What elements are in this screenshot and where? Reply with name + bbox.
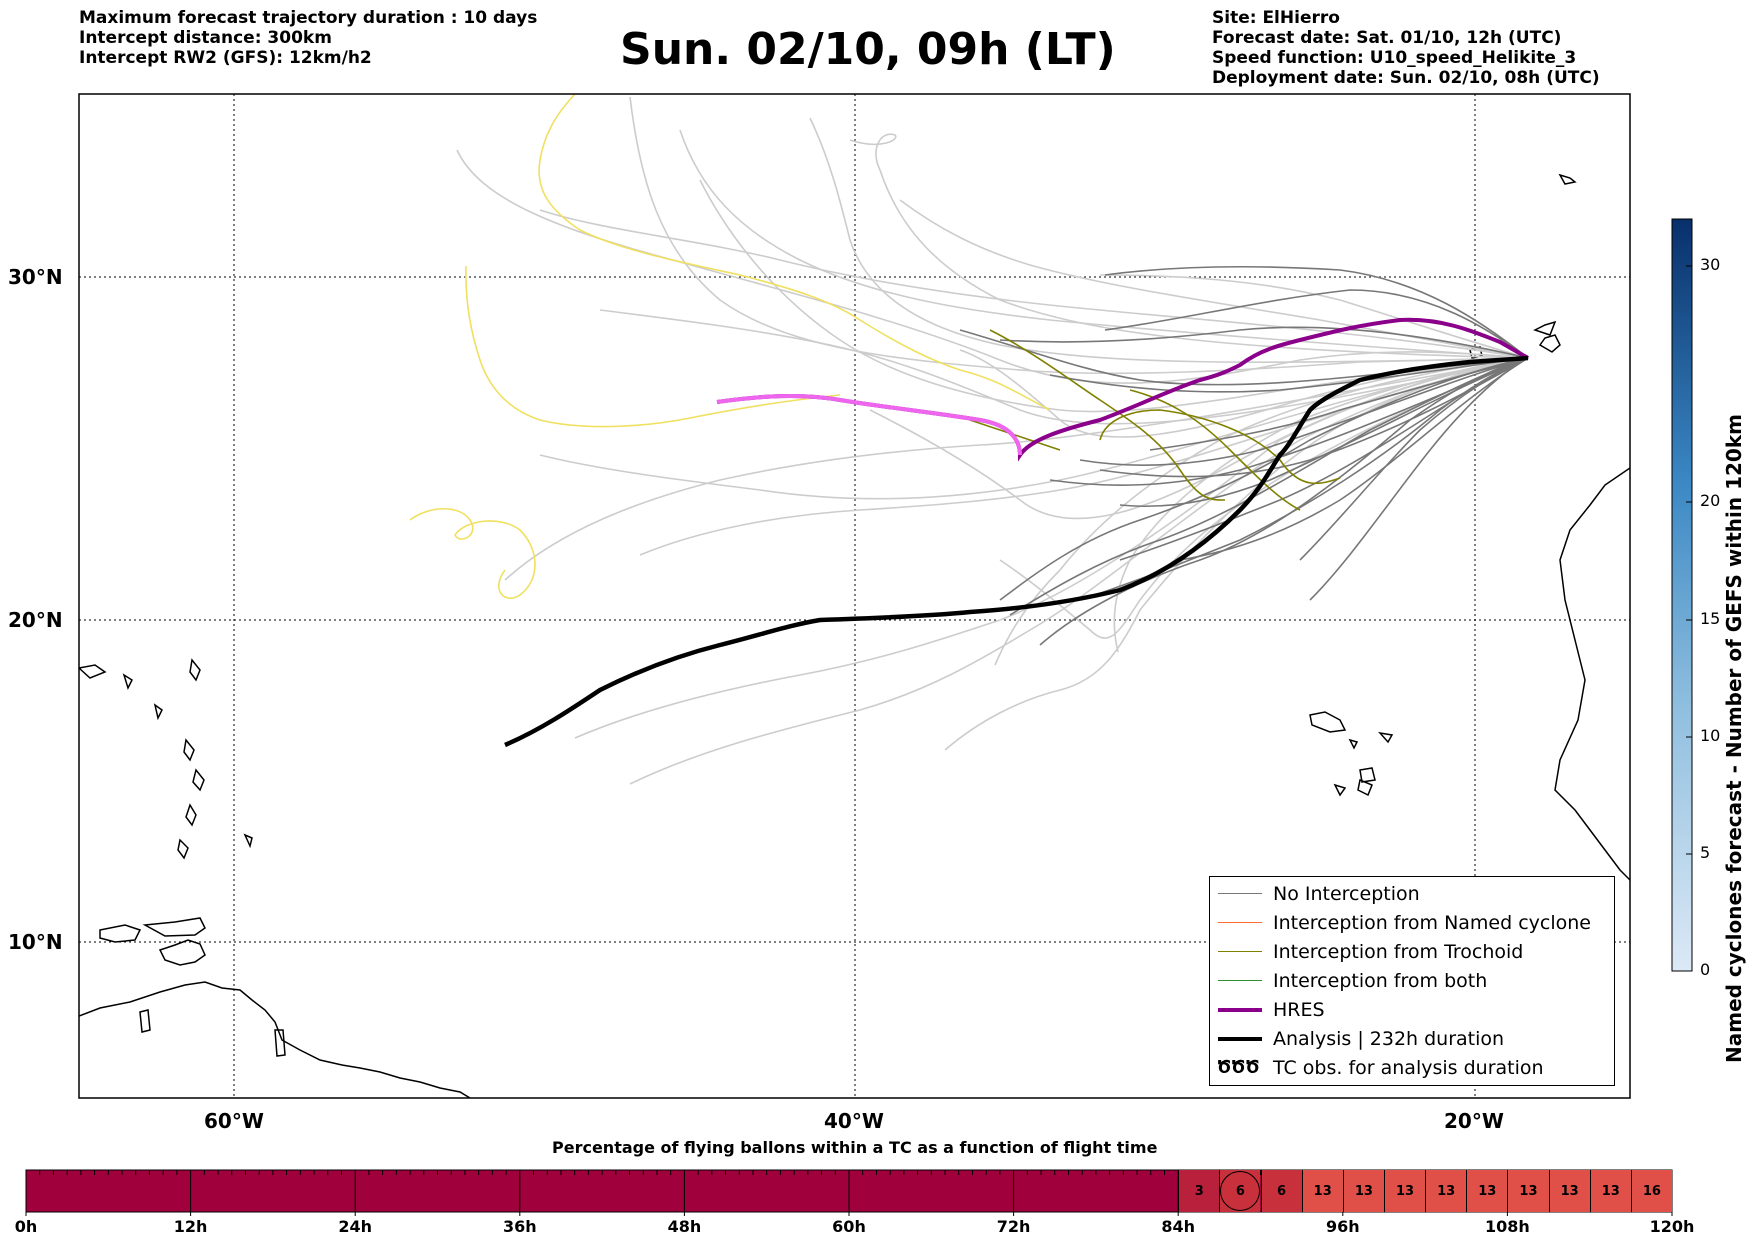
colorbar-ticks bbox=[1686, 265, 1692, 972]
deployment-date-text: Deployment date: Sun. 02/10, 08h (UTC) bbox=[1212, 68, 1600, 88]
timeline-cell: 3 bbox=[1178, 1170, 1220, 1212]
legend-swatch-line bbox=[1218, 1008, 1262, 1012]
legend-item-analysis: Analysis | 232h duration bbox=[1210, 1027, 1614, 1051]
timeline-cell: 13 bbox=[1425, 1170, 1467, 1212]
colorbar-tick-10: 10 bbox=[1700, 726, 1721, 745]
legend-item-named-cyclone: Interception from Named cyclone bbox=[1210, 911, 1614, 935]
timeline-title: Percentage of flying ballons within a TC… bbox=[552, 1138, 1158, 1157]
lon-label-60w: 60°W bbox=[204, 1109, 264, 1133]
timeline-cell: 13 bbox=[1301, 1170, 1343, 1212]
colorbar-gradient bbox=[1671, 218, 1693, 972]
colorbar-tick-20: 20 bbox=[1700, 491, 1721, 510]
analysis-track bbox=[504, 355, 1529, 748]
forecast-date-text: Forecast date: Sat. 01/10, 12h (UTC) bbox=[1212, 28, 1562, 48]
timeline-cell: 13 bbox=[1466, 1170, 1508, 1212]
site-text: Site: ElHierro bbox=[1212, 8, 1340, 28]
page-title: Sun. 02/10, 09h (LT) bbox=[620, 24, 1116, 75]
lon-label-20w: 20°W bbox=[1444, 1109, 1504, 1133]
lat-label-30n: 30°N bbox=[8, 265, 63, 289]
legend-item-trochoid: Interception from Trochoid bbox=[1210, 940, 1614, 964]
legend-swatch-line bbox=[1218, 980, 1262, 981]
lat-label-10n: 10°N bbox=[8, 930, 63, 954]
timeline-cell: 13 bbox=[1507, 1170, 1549, 1212]
legend-swatch-line bbox=[1218, 922, 1262, 923]
trochoid-trajectories bbox=[969, 329, 1341, 511]
coastlines bbox=[79, 173, 1630, 1098]
intercept-distance-text: Intercept distance: 300km bbox=[79, 28, 332, 48]
timeline-time-label: 96h bbox=[1325, 1217, 1360, 1236]
timeline-time-label: 108h bbox=[1484, 1217, 1530, 1236]
hres-track-early bbox=[716, 393, 1022, 456]
header-info-left: Maximum forecast trajectory duration : 1… bbox=[79, 8, 537, 68]
timeline-cell: 13 bbox=[1342, 1170, 1384, 1212]
legend-swatch-line bbox=[1218, 893, 1262, 894]
timeline-time-label: 72h bbox=[996, 1217, 1031, 1236]
max-duration-text: Maximum forecast trajectory duration : 1… bbox=[79, 8, 538, 28]
timeline-time-label: 24h bbox=[338, 1217, 373, 1236]
legend-swatch-line bbox=[1218, 1037, 1262, 1041]
timeline-time-label: 36h bbox=[502, 1217, 537, 1236]
timeline-cell: 6 bbox=[1260, 1170, 1302, 1212]
speed-function-text: Speed function: U10_speed_Helikite_3 bbox=[1212, 48, 1577, 68]
timeline-time-label: 84h bbox=[1161, 1217, 1196, 1236]
timeline-time-label: 60h bbox=[832, 1217, 866, 1236]
lon-label-40w: 40°W bbox=[824, 1109, 884, 1133]
ensemble-trajectories-light bbox=[456, 96, 1529, 785]
no-interception-trajectories bbox=[959, 265, 1529, 646]
timeline-cell: 13 bbox=[1589, 1170, 1631, 1212]
colorbar-tick-30: 30 bbox=[1700, 255, 1721, 274]
timeline-cell: 6 bbox=[1219, 1170, 1261, 1212]
timeline-cell: 13 bbox=[1548, 1170, 1590, 1212]
timeline-time-label: 120h bbox=[1649, 1217, 1695, 1236]
legend-swatch-line bbox=[1218, 951, 1262, 952]
header-info-right: Site: ElHierro Forecast date: Sat. 01/10… bbox=[1212, 8, 1600, 88]
legend-item-no-interception: No Interception bbox=[1210, 882, 1614, 906]
timeline-time-label: 0h bbox=[14, 1217, 38, 1236]
map-frame bbox=[78, 93, 1631, 1099]
timeline-time-label: 48h bbox=[667, 1217, 702, 1236]
colorbar-tick-5: 5 bbox=[1700, 843, 1711, 862]
yellow-track bbox=[409, 94, 1051, 599]
timeline-time-label: 12h bbox=[173, 1217, 208, 1236]
timeline-cell-circle bbox=[1220, 1171, 1261, 1211]
colorbar-tick-15: 15 bbox=[1700, 609, 1721, 628]
legend-item-hres: HRES bbox=[1210, 998, 1614, 1022]
intercept-rw2-text: Intercept RW2 (GFS): 12km/h2 bbox=[79, 48, 372, 68]
legend-item-both: Interception from both bbox=[1210, 969, 1614, 993]
colorbar-label: Named cyclones forecast - Number of GEFS… bbox=[1722, 414, 1746, 1063]
timeline-cell: 16 bbox=[1630, 1170, 1672, 1212]
lat-label-20n: 20°N bbox=[8, 608, 63, 632]
legend-item-tc-obs: ԾԾԾ TC obs. for analysis duration bbox=[1217, 1057, 1544, 1079]
colorbar-tick-0: 0 bbox=[1700, 960, 1711, 979]
map-legend: No Interception Interception from Named … bbox=[1209, 876, 1615, 1086]
timeline-cell: 13 bbox=[1383, 1170, 1426, 1212]
tc-obs-symbol-icon: ԾԾԾ bbox=[1217, 1057, 1260, 1078]
